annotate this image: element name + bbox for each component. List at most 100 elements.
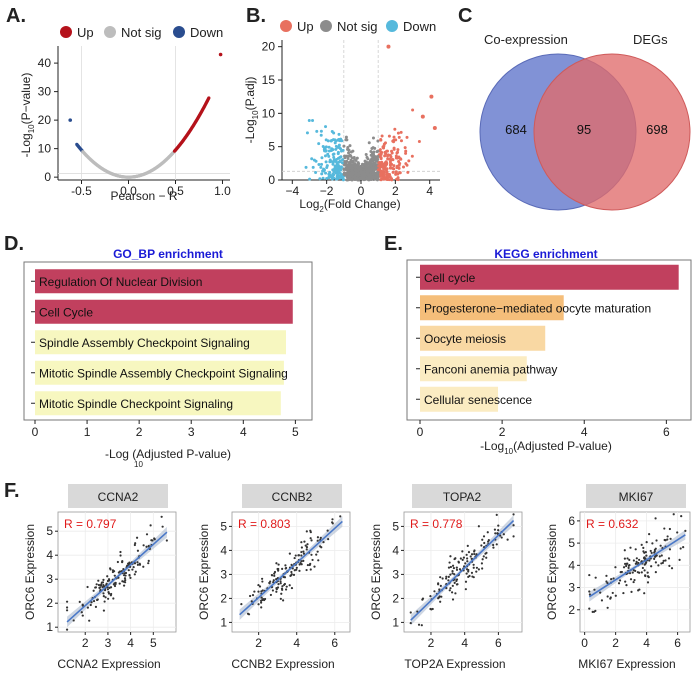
f-point [251,594,255,597]
f-point [648,559,651,562]
f-point [136,563,140,566]
f-y-label: ORC6 Expression [197,524,211,620]
b-point-outlier [386,44,391,49]
b-point-notsig [348,144,352,148]
f-point [467,570,470,573]
f-y-tick-label: 1 [392,615,399,629]
legend-a: Up Not sig Down [60,25,223,40]
f-point [123,572,126,575]
f-point [600,599,604,602]
a-x-label: Pearson − R [110,189,177,203]
b-point-down [323,154,327,158]
f-point [495,543,498,546]
f-point [116,560,119,564]
f-point [611,591,614,595]
f-point [622,591,625,595]
f-point [113,574,116,577]
f-point [439,584,442,588]
f-point [473,552,476,556]
f-point [263,597,267,601]
legend-up-marker [60,26,72,38]
f-point [644,557,647,560]
f-point [309,537,312,540]
f-y-tick-label: 5 [568,536,575,550]
b-point-down [335,174,339,178]
f-x-tick-label: 6 [331,636,338,650]
f-point [461,558,464,561]
b-point-up [384,152,388,156]
f-point [477,568,480,571]
b-point-down [319,129,323,133]
f-point [288,584,291,587]
f-point [65,606,69,609]
b-x-tick-label: −4 [285,184,299,198]
f-point [449,555,452,558]
f-point [433,590,436,593]
f-point [502,533,505,536]
f-point [134,570,137,573]
f-point [638,558,641,561]
f-point [662,559,665,562]
f-x-label: CCNA2 Expression [57,657,160,671]
f-point [259,599,263,602]
f-point [638,571,641,574]
f-point [497,529,500,532]
e-bar-label: Oocyte meiosis [424,332,506,346]
d-ticks: 0 1 2 3 4 5 [32,420,299,439]
f-point [512,535,515,538]
f-point [472,566,475,569]
b-point-up [394,138,398,142]
f-point [101,581,105,584]
f-x-tick-label: 2 [255,636,262,650]
f-point [92,589,95,592]
f-point [293,569,296,572]
panel-f: CCNA2 R = 0.797 2 3 4 5 1 2 3 4 5 CCNA2 Expression O… [23,484,691,671]
b-point-down [337,132,341,136]
f-point [439,576,442,579]
b-point-up [392,147,396,151]
f-point [65,628,69,631]
f-point [667,557,671,560]
f-point [465,572,468,575]
b-point-down [336,156,340,160]
d-bar [35,330,287,355]
d-bar-label: Spindle Assembly Checkpoint Signaling [39,336,250,350]
f-r-label: R = 0.797 [64,517,117,531]
b-point-down [339,147,343,151]
f-point [482,535,486,538]
f-point [643,569,646,572]
f-point [119,550,122,554]
b-point-down [327,176,331,180]
b-point-down [314,170,318,174]
f-point [492,546,495,549]
f-point [133,562,137,565]
f-point [461,550,464,553]
f-point [475,566,479,569]
f-point [305,568,308,572]
b-x-label: Log2(Fold Change) [299,197,400,214]
panel-letter-e: E. [384,233,403,255]
f-point [136,549,140,552]
f-point [113,582,116,585]
b-y-label: -Log10(P.adj) [243,77,260,144]
b-point-down [331,162,335,166]
f-point [447,579,450,582]
f-point [485,551,488,554]
f-point [464,588,467,591]
f-point [142,565,145,568]
f-point [628,572,632,575]
f-point [305,548,308,551]
f-point [160,515,163,518]
b-point-up [390,162,394,166]
b-point-notsig [344,135,348,139]
f-subplot-mki67: MKI67 R = 0.632 0 2 4 6 2 3 4 5 6 MKI67 Expression O… [545,484,691,671]
f-point [477,525,480,528]
f-y-label: ORC6 Expression [23,524,37,620]
f-point [288,552,291,555]
f-point [275,590,278,593]
f-y-tick-label: 2 [220,591,227,605]
f-point [654,547,657,550]
b-point-up [406,170,410,174]
f-point [86,606,89,609]
